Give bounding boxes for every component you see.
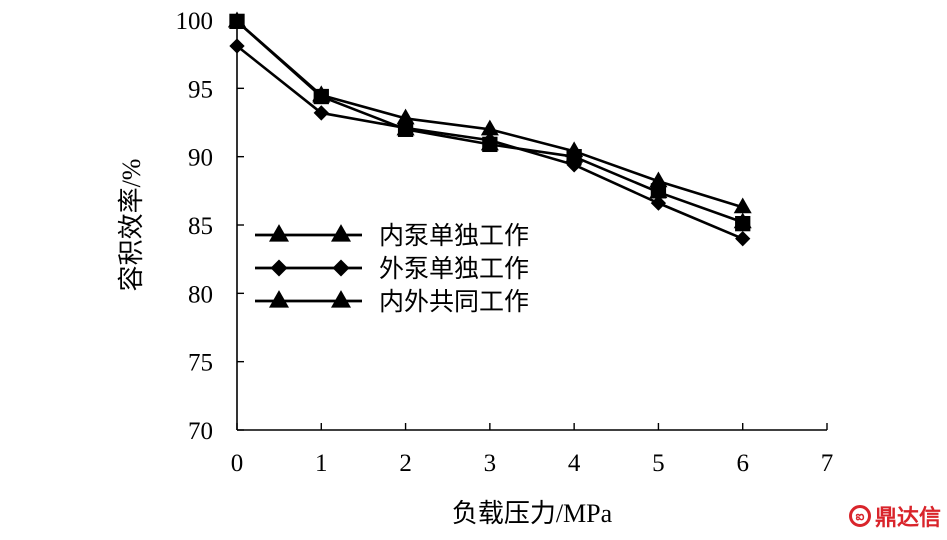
y-tick-label: 85 <box>188 213 213 240</box>
extra-marker-square-1 <box>313 88 329 105</box>
series-line-1 <box>236 20 744 209</box>
watermark: ఐ 鼎达信 <box>848 500 941 532</box>
y-tick-label: 75 <box>188 350 213 377</box>
series-2-point-1 <box>313 105 329 121</box>
legend-entry-2: 外泵单独工作 <box>255 255 529 283</box>
series-2-point-5 <box>650 195 667 211</box>
x-tick-label: 4 <box>568 450 581 477</box>
x-tick-label: 6 <box>736 450 749 477</box>
watermark-text: 鼎达信 <box>874 506 941 531</box>
chart-series <box>228 11 752 247</box>
extra-marker-square-0 <box>229 13 245 30</box>
extra-markers-1 <box>229 13 751 232</box>
legend-entry-1: 内泵单独工作 <box>255 222 529 250</box>
series-2-point-0 <box>229 38 245 54</box>
x-tick-label: 0 <box>231 450 244 477</box>
x-tick-label: 5 <box>652 450 665 477</box>
x-tick-label: 1 <box>315 450 328 477</box>
legend-marker-right-3 <box>331 290 351 308</box>
series-1-point-3 <box>480 119 499 136</box>
legend-label-3: 内外共同工作 <box>379 288 529 316</box>
legend-marker-left-1 <box>269 224 289 242</box>
series-2-point-6 <box>735 231 751 247</box>
y-axis-title: 容积效率/% <box>117 159 146 292</box>
extra-marker-square-5 <box>650 183 667 199</box>
legend-marker-right-2 <box>332 259 350 277</box>
x-tick-label: 3 <box>484 450 497 477</box>
x-tick-label: 7 <box>821 450 834 477</box>
chart-ticks: 70 75 80 85 90 95 100 0 1 2 3 4 5 6 7 <box>176 8 834 477</box>
x-axis-title: 负载压力/MPa <box>452 499 613 528</box>
watermark-logo-icon: ఐ <box>848 505 871 527</box>
legend-entry-3: 内外共同工作 <box>255 288 529 316</box>
y-tick-label: 80 <box>188 281 213 308</box>
series-1-point-6 <box>733 197 752 214</box>
legend-label-2: 外泵单独工作 <box>379 255 529 283</box>
extra-marker-square-2 <box>397 121 414 137</box>
series-1-point-2 <box>396 108 415 125</box>
y-tick-label: 70 <box>188 418 213 445</box>
legend-label-1: 内泵单独工作 <box>379 222 529 250</box>
y-tick-label: 90 <box>188 145 213 172</box>
legend-marker-left-2 <box>270 259 288 277</box>
legend-marker-right-1 <box>331 224 351 242</box>
extra-marker-square-6 <box>735 215 751 232</box>
y-tick-label: 95 <box>188 76 213 103</box>
legend-marker-left-3 <box>269 290 289 308</box>
extra-marker-square-3 <box>482 136 498 153</box>
x-tick-label: 2 <box>399 450 412 477</box>
extra-marker-square-4 <box>566 149 582 165</box>
series-1 <box>228 11 752 214</box>
y-tick-label: 100 <box>176 8 214 35</box>
